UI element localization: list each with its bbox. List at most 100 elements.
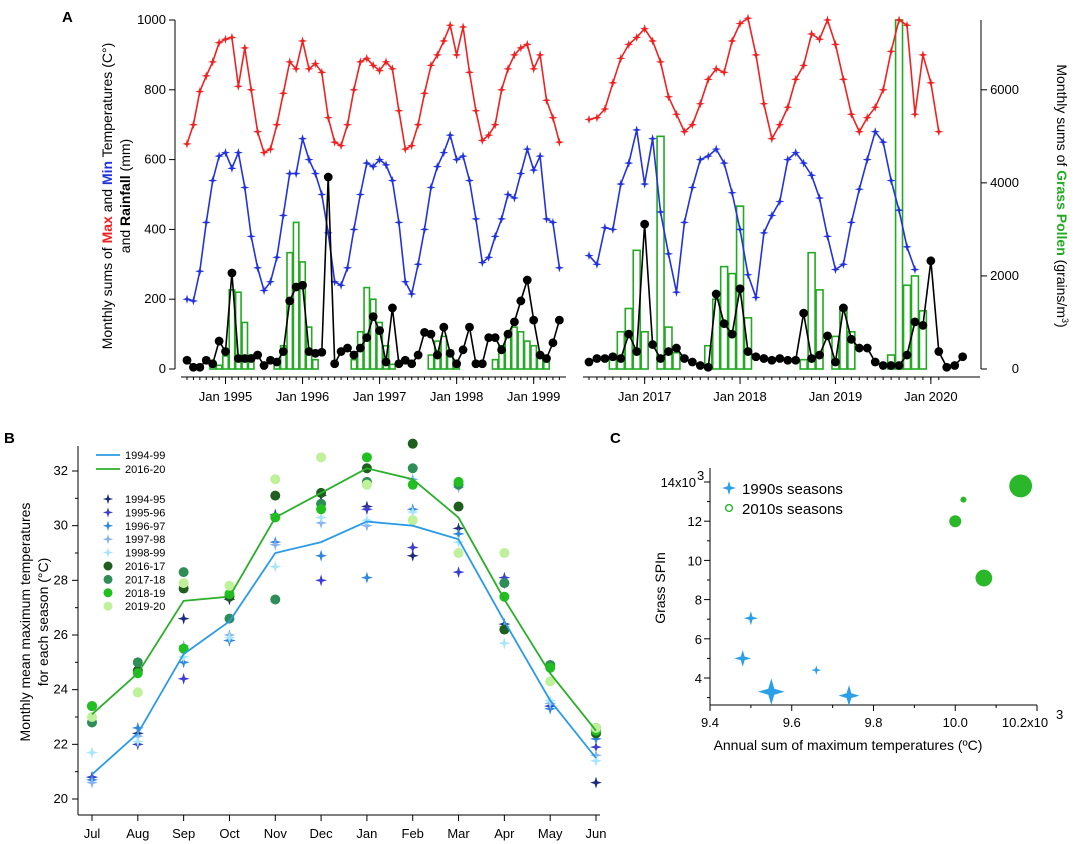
segment-2: Jan 2017 Jan 2018 Jan 2019 Jan 2020 xyxy=(583,13,980,404)
mean-line-1994-99 xyxy=(91,520,597,776)
season-marker-2019-20 xyxy=(361,479,372,490)
max-temp-marker xyxy=(201,71,211,81)
rainfall-marker xyxy=(870,357,880,367)
rainfall-marker xyxy=(783,355,793,365)
season-marker-1996-97 xyxy=(131,721,144,734)
max-temp-marker xyxy=(265,144,276,154)
min-temp-marker xyxy=(759,228,769,238)
min-temp-marker xyxy=(259,285,269,296)
rainfall-marker xyxy=(616,354,626,363)
min-temp-marker xyxy=(535,151,545,161)
min-temp-marker xyxy=(323,228,333,238)
season-marker-1995-96 xyxy=(590,741,602,754)
min-temp-marker xyxy=(477,257,487,268)
min-temp-marker xyxy=(387,175,398,186)
min-temp-marker xyxy=(195,266,205,276)
right-axis-tick-label: 4000 xyxy=(990,175,1019,190)
max-temp-marker xyxy=(516,43,526,53)
min-temp-marker xyxy=(751,292,761,303)
rainfall-marker xyxy=(664,347,673,356)
left-axis-tick-label: 400 xyxy=(144,221,166,236)
rainfall-marker xyxy=(687,357,697,367)
min-temp-marker xyxy=(846,217,856,228)
season-marker-1997-98 xyxy=(269,538,282,551)
rainfall-marker xyxy=(727,329,737,339)
pollen-bar xyxy=(672,351,681,370)
season-marker-1998-99 xyxy=(360,514,373,527)
max-temp-marker xyxy=(703,74,713,84)
pollen-bar xyxy=(847,330,856,370)
min-temp-marker xyxy=(362,158,372,168)
season-marker-2018-19 xyxy=(316,504,327,515)
max-temp-marker xyxy=(648,36,658,46)
max-temp-marker xyxy=(317,67,327,77)
legend-marker-symbol xyxy=(103,561,113,571)
max-temp-marker xyxy=(687,120,697,130)
rainfall-marker xyxy=(516,296,526,306)
max-temp-marker xyxy=(934,127,944,137)
x-axis-tick-label: 9.4 xyxy=(701,715,719,730)
pollen-bar xyxy=(388,363,396,370)
min-temp-marker xyxy=(503,189,513,200)
min-temp-marker xyxy=(355,189,365,200)
pollen-bar xyxy=(311,358,319,370)
y-axis-tick-label: 30 xyxy=(54,518,68,533)
max-temp-marker xyxy=(323,113,333,123)
max-temp-marker xyxy=(375,66,385,76)
pollen-bar xyxy=(517,330,525,370)
min-temp-marker xyxy=(330,277,340,287)
min-temp-marker xyxy=(584,250,594,261)
min-temp-marker xyxy=(265,277,276,287)
max-temp-line xyxy=(186,22,561,154)
season-marker-1998-99 xyxy=(177,650,190,663)
season-marker-1995-96 xyxy=(406,541,419,554)
min-temp-marker xyxy=(878,137,888,147)
y-axis-tick-label: 28 xyxy=(54,572,68,587)
y-axis-tick-label: 6 xyxy=(695,632,702,647)
panel-b-chart: 20 22 24 26 28 30 32 Jul Aug Sep Oct Nov Dec Jan Feb Ma… xyxy=(17,438,606,841)
rainfall-marker xyxy=(886,361,896,370)
max-temp-marker xyxy=(926,78,936,88)
max-temp-marker xyxy=(711,64,721,74)
legend-marker-symbol xyxy=(103,601,113,611)
rainfall-marker xyxy=(432,350,442,360)
rainfall-marker xyxy=(656,354,665,363)
min-temp-marker xyxy=(616,179,626,189)
rainfall-marker xyxy=(388,303,397,313)
max-temp-marker xyxy=(182,139,192,149)
season-marker-2019-20 xyxy=(499,548,510,558)
rainfall-marker xyxy=(330,359,340,369)
y-axis-title-right: Monthly sums of Grass Pollen (grains/m3) xyxy=(1054,64,1070,327)
rainfall-marker xyxy=(711,289,721,299)
max-temp-marker xyxy=(355,57,365,67)
rainfall-marker xyxy=(554,315,564,325)
x-axis-tick-label: Jul xyxy=(84,826,101,841)
x-axis-title: Annual sum of maximum temperatures (ºC) xyxy=(714,737,983,753)
rainfall-marker xyxy=(368,312,378,322)
pollen-bar xyxy=(382,344,390,370)
rainfall-marker xyxy=(471,359,481,369)
min-temp-marker xyxy=(648,134,658,144)
max-temp-marker xyxy=(426,60,436,70)
rainfall-marker xyxy=(522,275,532,285)
max-temp-marker xyxy=(349,85,359,95)
max-temp-marker xyxy=(632,32,642,43)
min-temp-marker xyxy=(201,217,211,228)
max-temp-marker xyxy=(464,67,475,77)
min-temp-marker xyxy=(233,148,243,158)
max-temp-marker xyxy=(695,99,705,109)
min-temp-marker xyxy=(208,175,218,186)
min-temp-marker xyxy=(663,249,674,259)
rainfall-marker xyxy=(703,362,713,372)
min-temp-marker xyxy=(894,205,904,215)
y-axis-title-right-tail: ) xyxy=(1054,323,1070,328)
max-temp-marker xyxy=(663,92,674,102)
y-axis-title-right-part: (grains/m xyxy=(1054,256,1070,318)
rainfall-marker xyxy=(246,354,256,363)
season-marker-2019-20 xyxy=(545,676,556,687)
rainfall-marker xyxy=(233,354,243,363)
x-axis-tick-label: Jan xyxy=(356,826,377,841)
min-temp-marker xyxy=(310,168,320,179)
x-axis-tick-label: 9.6 xyxy=(783,715,801,730)
